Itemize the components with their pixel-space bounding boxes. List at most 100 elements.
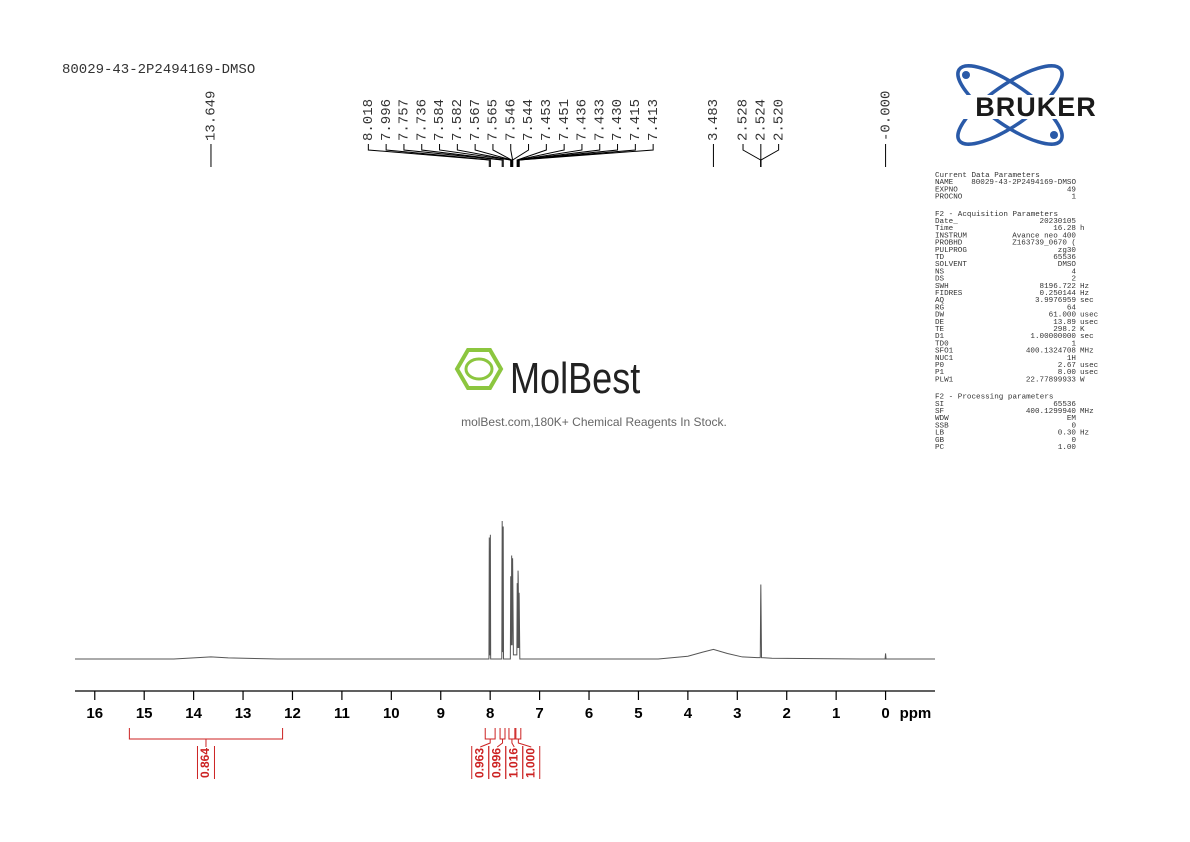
peak-leader (421, 144, 504, 167)
param-key: EXPNO (935, 186, 958, 194)
param-value: 22.77899933 (1026, 376, 1077, 384)
param-unit: usec (1080, 319, 1098, 327)
x-tick-label: 10 (383, 705, 400, 722)
peak-label: 7.544 (521, 99, 537, 141)
param-key: NS (935, 268, 945, 276)
param-unit: Hz (1080, 430, 1089, 438)
x-tick-label: 4 (684, 705, 693, 722)
peak-leader (516, 144, 565, 167)
param-key: PLW1 (935, 376, 954, 384)
param-key: TD0 (935, 340, 949, 348)
peak-label: 7.565 (486, 99, 502, 141)
param-value: 3.9976959 (1035, 297, 1076, 305)
param-value: 61.000 (1049, 312, 1077, 320)
peak-label: 7.451 (557, 99, 573, 141)
peak-label: 2.520 (771, 99, 787, 141)
param-key: GB (935, 437, 945, 445)
param-key: SI (935, 401, 944, 409)
x-tick-label: 13 (235, 705, 252, 722)
param-key: DS (935, 276, 945, 284)
param-value: 298.2 (1053, 326, 1076, 334)
param-key: SF (935, 408, 945, 416)
peak-label: 7.413 (646, 99, 662, 141)
param-unit: sec (1080, 333, 1094, 341)
x-tick-label: 3 (733, 705, 741, 722)
param-key: PROCNO (935, 194, 963, 202)
param-value: 20230105 (1040, 218, 1077, 226)
param-value: 4 (1071, 268, 1076, 276)
logo-band (956, 95, 1116, 119)
integral-leader (517, 739, 532, 748)
x-tick-label: 5 (634, 705, 642, 722)
integral-label: 1.016 (506, 748, 520, 778)
logo-dot (962, 71, 970, 79)
watermark: MolBest molBest.com,180K+ Chemical Reage… (454, 348, 727, 429)
param-key: NUC1 (935, 355, 954, 363)
param-value: 1 (1071, 194, 1076, 202)
peak-label: 7.757 (397, 99, 413, 141)
param-unit: K (1080, 326, 1085, 334)
param-section-title: F2 - Acquisition Parameters (935, 211, 1058, 219)
param-value: Z163739_0670 ( (1012, 240, 1076, 248)
param-unit: Hz (1080, 290, 1089, 298)
peak-label: 7.584 (432, 99, 448, 141)
param-key: PC (935, 444, 945, 452)
peak-label: 7.433 (592, 99, 608, 141)
param-value: 65536 (1053, 401, 1076, 409)
x-axis-label: ppm (900, 705, 932, 722)
x-tick-label: 7 (535, 705, 543, 722)
param-value: 1.00 (1058, 444, 1077, 452)
param-unit: Hz (1080, 283, 1089, 291)
param-unit: MHz (1080, 348, 1094, 356)
peak-label: 8.018 (361, 99, 377, 141)
param-unit: usec (1080, 369, 1098, 377)
param-section-title: F2 - Processing parameters (935, 394, 1053, 402)
param-unit: sec (1080, 297, 1094, 305)
peak-label: 2.524 (754, 99, 770, 141)
param-unit: usec (1080, 362, 1098, 370)
logo-text: BRUKER (975, 92, 1097, 122)
peak-label: 7.567 (468, 99, 484, 141)
param-unit: usec (1080, 312, 1098, 320)
peak-label: -0.000 (878, 91, 894, 141)
x-tick-label: 8 (486, 705, 494, 722)
param-value: 2.67 (1058, 362, 1076, 370)
param-value: 8.00 (1058, 369, 1077, 377)
param-key: LB (935, 430, 945, 438)
bruker-logo: BRUKER (956, 64, 1116, 146)
param-key: PROBHD (935, 240, 963, 248)
integral-label: 0.996 (489, 748, 503, 778)
peak-leader (403, 144, 503, 167)
param-value: 80029-43-2P2494169-DMSO (971, 179, 1076, 187)
param-value: 1 (1071, 340, 1076, 348)
peak-label: 7.436 (575, 99, 591, 141)
param-value: 400.1324708 (1026, 348, 1077, 356)
param-value: zg30 (1058, 247, 1077, 255)
peak-label: 3.483 (706, 99, 722, 141)
param-value: 0.30 (1058, 430, 1077, 438)
x-tick-label: 16 (86, 705, 103, 722)
peak-leader (760, 144, 780, 167)
peak-leader (456, 144, 512, 167)
param-key: D1 (935, 333, 945, 341)
integral-label: 0.864 (198, 748, 212, 778)
param-value: Avance neo 400 (1012, 232, 1076, 240)
param-value: 65536 (1053, 254, 1076, 262)
param-unit: W (1080, 376, 1085, 384)
x-tick-label: 0 (881, 705, 889, 722)
param-key: P1 (935, 369, 945, 377)
param-key: NAME (935, 179, 954, 187)
x-tick-label: 6 (585, 705, 593, 722)
param-value: 2 (1071, 276, 1076, 284)
param-key: Date_ (935, 218, 958, 226)
peak-label: 2.528 (736, 99, 752, 141)
peak-leader (492, 144, 513, 167)
integral-label: 0.963 (472, 748, 486, 778)
param-key: WDW (935, 415, 949, 423)
param-section-title: Current Data Parameters (935, 172, 1040, 180)
param-value: DMSO (1058, 261, 1077, 269)
param-unit: h (1080, 225, 1085, 233)
param-value: 8196.722 (1040, 283, 1077, 291)
logo-orbit (956, 64, 1064, 146)
